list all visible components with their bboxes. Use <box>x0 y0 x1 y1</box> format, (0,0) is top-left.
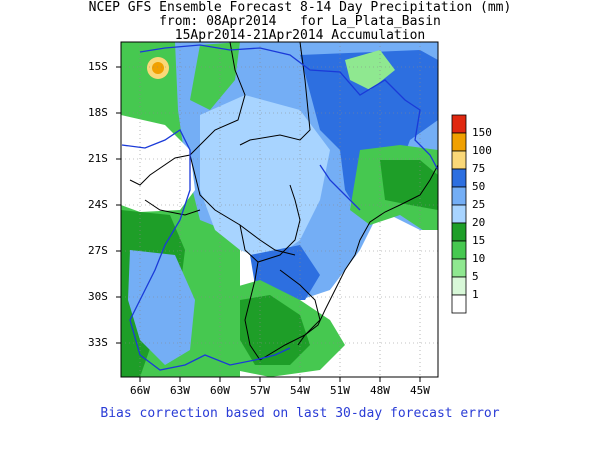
axis-ticks <box>116 66 421 382</box>
title-line-2: from: 08Apr2014 for La_Plata_Basin <box>159 14 441 29</box>
bias-correction-note: Bias correction based on last 30-day for… <box>100 406 500 421</box>
lon-label-54w: 54W <box>290 384 310 397</box>
legend-label-20: 20 <box>472 216 486 229</box>
lon-label-66w: 66W <box>130 384 150 397</box>
legend-colorbar <box>451 114 467 314</box>
map-frame <box>120 41 439 378</box>
lat-label-24s: 24S <box>88 198 108 211</box>
precip-fields <box>121 42 438 377</box>
legend-swatch <box>451 222 467 242</box>
coastline <box>297 164 438 346</box>
precip-green-north <box>345 50 395 90</box>
lon-label-51w: 51W <box>330 384 350 397</box>
lon-label-45w: 45W <box>410 384 430 397</box>
legend-swatch <box>451 168 467 188</box>
legend-label-1: 1 <box>472 288 479 301</box>
legend-swatch <box>451 294 467 314</box>
lat-label-15s: 15S <box>88 60 108 73</box>
precip-white-southeast <box>330 230 438 377</box>
lat-label-33s: 33S <box>88 336 108 349</box>
legend-swatch <box>451 132 467 152</box>
legend-swatch <box>451 240 467 260</box>
lat-label-18s: 18S <box>88 106 108 119</box>
precip-blue-southwest <box>128 250 195 365</box>
basin-outline <box>121 44 438 371</box>
precip-darkgreen-south <box>240 295 310 365</box>
precip-orange-spot <box>152 62 164 74</box>
precip-darkgreen-east <box>380 160 438 210</box>
legend-swatch <box>451 186 467 206</box>
legend-label-50: 50 <box>472 180 486 193</box>
legend-label-10: 10 <box>472 252 486 265</box>
precip-darkblue-east <box>300 50 438 215</box>
legend-label-150: 150 <box>472 126 492 139</box>
title-line-1: NCEP GFS Ensemble Forecast 8-14 Day Prec… <box>88 0 512 15</box>
precip-green-northwest <box>190 42 240 110</box>
lat-label-27s: 27S <box>88 244 108 257</box>
legend-label-75: 75 <box>472 162 486 175</box>
lat-label-21s: 21S <box>88 152 108 165</box>
lon-label-63w: 63W <box>170 384 190 397</box>
lon-label-48w: 48W <box>370 384 390 397</box>
country-borders <box>129 42 321 361</box>
lon-label-60w: 60W <box>210 384 230 397</box>
precip-white-chaco <box>121 115 195 212</box>
legend-label-15: 15 <box>472 234 486 247</box>
legend-label-5: 5 <box>472 270 479 283</box>
legend-label-100: 100 <box>472 144 492 157</box>
lat-label-30s: 30S <box>88 290 108 303</box>
legend-label-25: 25 <box>472 198 486 211</box>
legend-swatch <box>451 204 467 224</box>
legend-swatch <box>451 114 467 134</box>
legend-swatch <box>451 276 467 296</box>
lon-label-57w: 57W <box>250 384 270 397</box>
title-line-3: 15Apr2014-21Apr2014 Accumulation <box>174 28 426 43</box>
legend-swatch <box>451 150 467 170</box>
legend-swatch <box>451 258 467 278</box>
